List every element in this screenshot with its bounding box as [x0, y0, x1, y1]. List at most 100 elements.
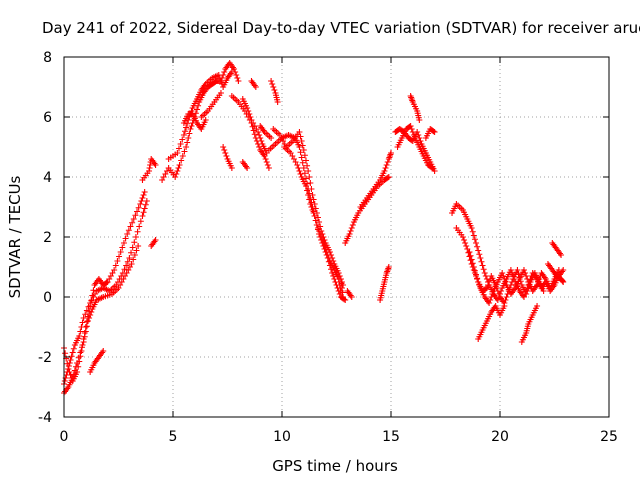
data-point [492, 282, 499, 288]
data-point [336, 273, 343, 279]
data-point [78, 344, 85, 351]
chart-title: Day 241 of 2022, Sidereal Day-to-day VTE… [42, 19, 640, 37]
data-point [185, 135, 192, 141]
data-point [135, 243, 142, 249]
data-point [522, 270, 529, 276]
x-axis-label: GPS time / hours [272, 457, 398, 475]
data-point [503, 294, 510, 300]
data-point [135, 204, 142, 211]
data-point [520, 267, 527, 273]
data-point [502, 297, 509, 303]
grid-lines [64, 57, 609, 417]
data-point [516, 274, 523, 281]
data-point [80, 315, 87, 321]
data-point [111, 267, 118, 273]
data-point [469, 260, 476, 267]
data-point [258, 138, 265, 144]
data-point [181, 128, 188, 135]
x-tick-labels: 0 5 10 15 20 25 [60, 429, 618, 445]
data-point [174, 150, 181, 156]
data-point [326, 262, 333, 269]
data-point [217, 78, 224, 84]
data-point [124, 231, 131, 237]
data-point [488, 294, 495, 300]
y-tick-label: 4 [43, 170, 52, 186]
data-point [517, 278, 524, 285]
data-point [385, 264, 392, 270]
data-point [555, 267, 562, 273]
data-point [264, 162, 271, 168]
data-point [76, 333, 83, 339]
data-point [500, 273, 507, 279]
data-point [297, 133, 304, 140]
data-point [349, 222, 356, 228]
data-point [308, 186, 315, 192]
data-point [471, 236, 478, 243]
data-point [220, 144, 227, 150]
data-point [77, 349, 84, 356]
data-point [215, 72, 222, 78]
data-point [235, 78, 242, 84]
data-point [188, 123, 195, 129]
data-point [309, 207, 316, 213]
data-point [139, 213, 146, 219]
data-point [70, 371, 77, 378]
x-tick-label: 20 [491, 429, 509, 445]
data-point [493, 285, 500, 291]
data-point [482, 285, 489, 292]
data-point [69, 349, 76, 356]
data-point [477, 255, 484, 261]
data-point [256, 132, 263, 138]
data-point [307, 180, 314, 186]
data-point [313, 222, 320, 228]
data-point [346, 231, 353, 237]
data-point [103, 279, 110, 286]
data-point [132, 212, 139, 219]
data-point [470, 232, 477, 239]
data-point [330, 258, 337, 264]
data-point [331, 276, 338, 282]
data-point [416, 117, 423, 123]
y-tick-label: 0 [43, 290, 52, 306]
data-point [216, 75, 223, 81]
data-point [307, 201, 314, 207]
data-point [523, 273, 530, 279]
data-point [348, 294, 355, 300]
data-point [138, 198, 145, 204]
data-point [234, 75, 241, 81]
data-point [514, 267, 521, 273]
data-point [385, 174, 392, 180]
data-point [65, 366, 72, 372]
data-point [471, 267, 478, 274]
data-point [381, 168, 388, 174]
data-point [130, 256, 137, 263]
data-point [311, 213, 318, 219]
data-point [486, 300, 493, 306]
data-point [305, 168, 312, 174]
data-point [312, 205, 319, 212]
data-point [335, 288, 342, 294]
data-point [296, 144, 303, 150]
data-point [179, 153, 186, 159]
data-point [299, 142, 306, 149]
data-point [333, 282, 340, 288]
data-point [152, 162, 159, 168]
data-point [299, 159, 306, 166]
data-point [116, 253, 123, 260]
data-point [179, 136, 186, 143]
data-point [525, 285, 532, 291]
data-point [335, 270, 342, 276]
data-point [136, 223, 143, 230]
data-point [126, 255, 133, 261]
data-point [262, 156, 269, 162]
data-point [463, 243, 470, 249]
data-point [526, 282, 533, 288]
data-point [302, 157, 309, 164]
data-point [479, 262, 486, 269]
data-point [467, 252, 474, 259]
data-point [481, 270, 488, 276]
data-point [61, 378, 68, 384]
data-point [181, 148, 188, 155]
data-point [316, 231, 323, 237]
data-point [305, 192, 312, 198]
